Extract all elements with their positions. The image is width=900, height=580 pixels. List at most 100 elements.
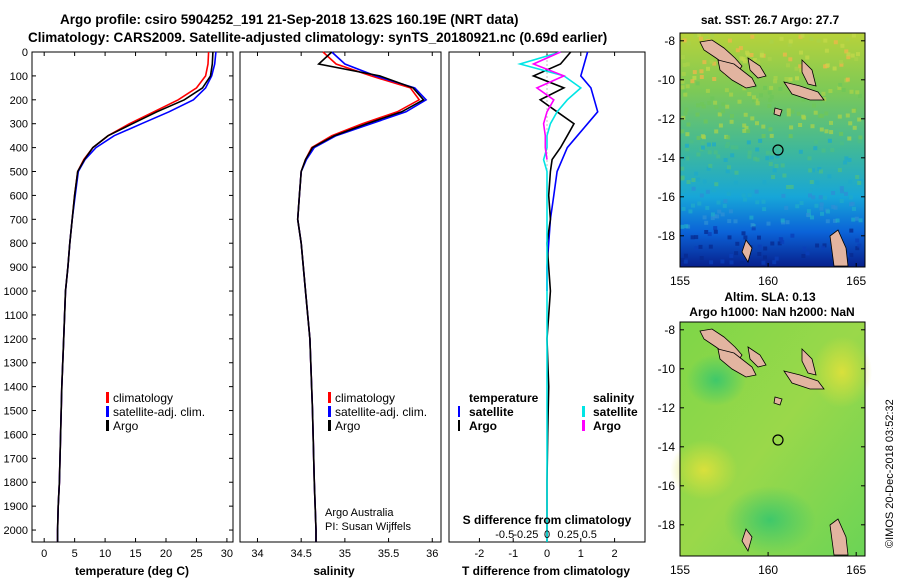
- sst-pixel: [710, 33, 715, 38]
- sst-pixel: [761, 124, 766, 129]
- sst-pixel: [854, 57, 859, 62]
- lon-tick-label: 155: [670, 274, 690, 288]
- legend-s-argo: Argo: [593, 419, 621, 433]
- sst-pixel: [713, 229, 718, 234]
- sst-pixel: [680, 55, 685, 59]
- sst-pixel: [700, 102, 705, 106]
- sst-pixel: [769, 85, 774, 90]
- sst-pixel: [767, 90, 772, 95]
- sst-pixel: [830, 148, 835, 153]
- sst-pixel: [858, 93, 862, 98]
- sst-pixel: [772, 168, 777, 173]
- sst-pixel: [852, 206, 856, 211]
- legend-s-title: salinity: [593, 391, 635, 405]
- sst-pixel: [835, 218, 840, 223]
- sst-pixel: [796, 111, 801, 116]
- sla-high-anomaly: [812, 336, 872, 408]
- legend-mark-t-satellite: [458, 406, 460, 417]
- sst-pixel: [694, 235, 699, 240]
- sla-map-axes: -8 -10 -12 -14 -16 -18 155 160 165: [658, 323, 867, 577]
- sst-pixel: [709, 260, 714, 265]
- sst-pixel: [825, 63, 830, 68]
- sst-pixel: [852, 125, 857, 130]
- x-tick-label: 34.5: [290, 548, 311, 560]
- sst-pixel: [691, 203, 695, 208]
- sst-pixel: [680, 175, 685, 180]
- sst-pixel: [843, 160, 848, 165]
- sst-pixel: [847, 136, 852, 141]
- header-line2: Climatology: CARS2009. Satellite-adjuste…: [28, 30, 607, 45]
- y-tick-label: 1000: [4, 286, 28, 298]
- sst-pixel: [794, 66, 799, 71]
- y-tick-label: 500: [10, 167, 28, 179]
- t-satellite-line: [546, 51, 599, 291]
- lon-tick-label: 160: [758, 563, 778, 577]
- sst-pixel: [729, 260, 734, 265]
- sst-pixel: [735, 241, 740, 246]
- sst-pixel: [844, 156, 849, 161]
- legend-satellite: satellite-adj. clim.: [113, 405, 205, 419]
- sst-pixel: [770, 241, 775, 246]
- sst-pixel: [854, 216, 859, 221]
- header-line1: Argo profile: csiro 5904252_191 21-Sep-2…: [60, 12, 518, 27]
- sst-pixel: [815, 243, 820, 248]
- sst-pixel: [759, 93, 763, 98]
- sst-pixel: [751, 226, 756, 231]
- sst-pixel: [704, 230, 709, 234]
- sst-pixel: [727, 219, 732, 224]
- sst-pixel: [808, 168, 813, 173]
- sst-pixel: [720, 259, 725, 264]
- legend-mark-climatology: [106, 392, 109, 403]
- sst-pixel: [702, 179, 707, 184]
- sst-pixel: [741, 57, 746, 62]
- sst-pixel: [807, 156, 812, 161]
- sst-pixel: [725, 169, 730, 174]
- sst-pixel: [683, 253, 688, 258]
- lat-tick-label: -10: [658, 362, 676, 376]
- sst-pixel: [837, 168, 842, 173]
- sst-pixel: [838, 82, 843, 87]
- sst-pixel: [781, 193, 786, 198]
- y-tick-label: 0: [22, 47, 28, 59]
- sst-pixel: [724, 144, 729, 149]
- sst-pixel: [855, 175, 860, 179]
- sst-pixel: [812, 103, 816, 108]
- sst-pixel: [820, 211, 824, 216]
- sst-pixel: [768, 162, 773, 166]
- sst-pixel: [681, 115, 686, 120]
- sst-pixel: [818, 195, 823, 200]
- sst-pixel: [685, 147, 690, 152]
- sst-pixel: [762, 207, 767, 212]
- sst-pixel: [858, 135, 863, 140]
- sst-pixel: [730, 145, 735, 150]
- sst-pixel: [755, 157, 760, 162]
- x-tick-label: 2: [612, 548, 618, 560]
- sst-pixel: [710, 96, 715, 101]
- sst-pixel: [818, 169, 823, 174]
- sst-pixel: [695, 112, 700, 117]
- sst-pixel: [768, 127, 773, 132]
- sst-pixel: [699, 69, 704, 74]
- sst-pixel: [769, 95, 774, 99]
- sst-map: sat. SST: 26.7 Argo: 27.7 -8 -10 -12 -14 -16…: [658, 13, 867, 288]
- sst-pixel: [795, 204, 800, 209]
- sst-pixel: [763, 246, 768, 251]
- sst-pixel: [819, 202, 824, 207]
- s-difference-axis: -0.5 -0.25 0 0.25 0.5: [495, 529, 597, 541]
- sst-pixel: [845, 113, 850, 118]
- sst-pixel: [714, 105, 719, 110]
- sst-pixel: [801, 114, 806, 119]
- sst-pixel: [789, 184, 794, 189]
- sst-pixel: [830, 259, 834, 264]
- sst-pixel: [822, 243, 827, 248]
- sst-pixel: [782, 52, 787, 57]
- sst-pixel: [813, 139, 818, 144]
- sst-pixel: [735, 48, 740, 53]
- sst-pixel: [681, 206, 686, 211]
- sla-map-frame: [679, 321, 866, 557]
- y-tick-label: 1700: [4, 453, 28, 465]
- sst-pixel: [847, 158, 852, 162]
- sst-pixel: [734, 251, 739, 256]
- sst-pixel: [840, 43, 845, 48]
- sst-pixel: [824, 129, 829, 134]
